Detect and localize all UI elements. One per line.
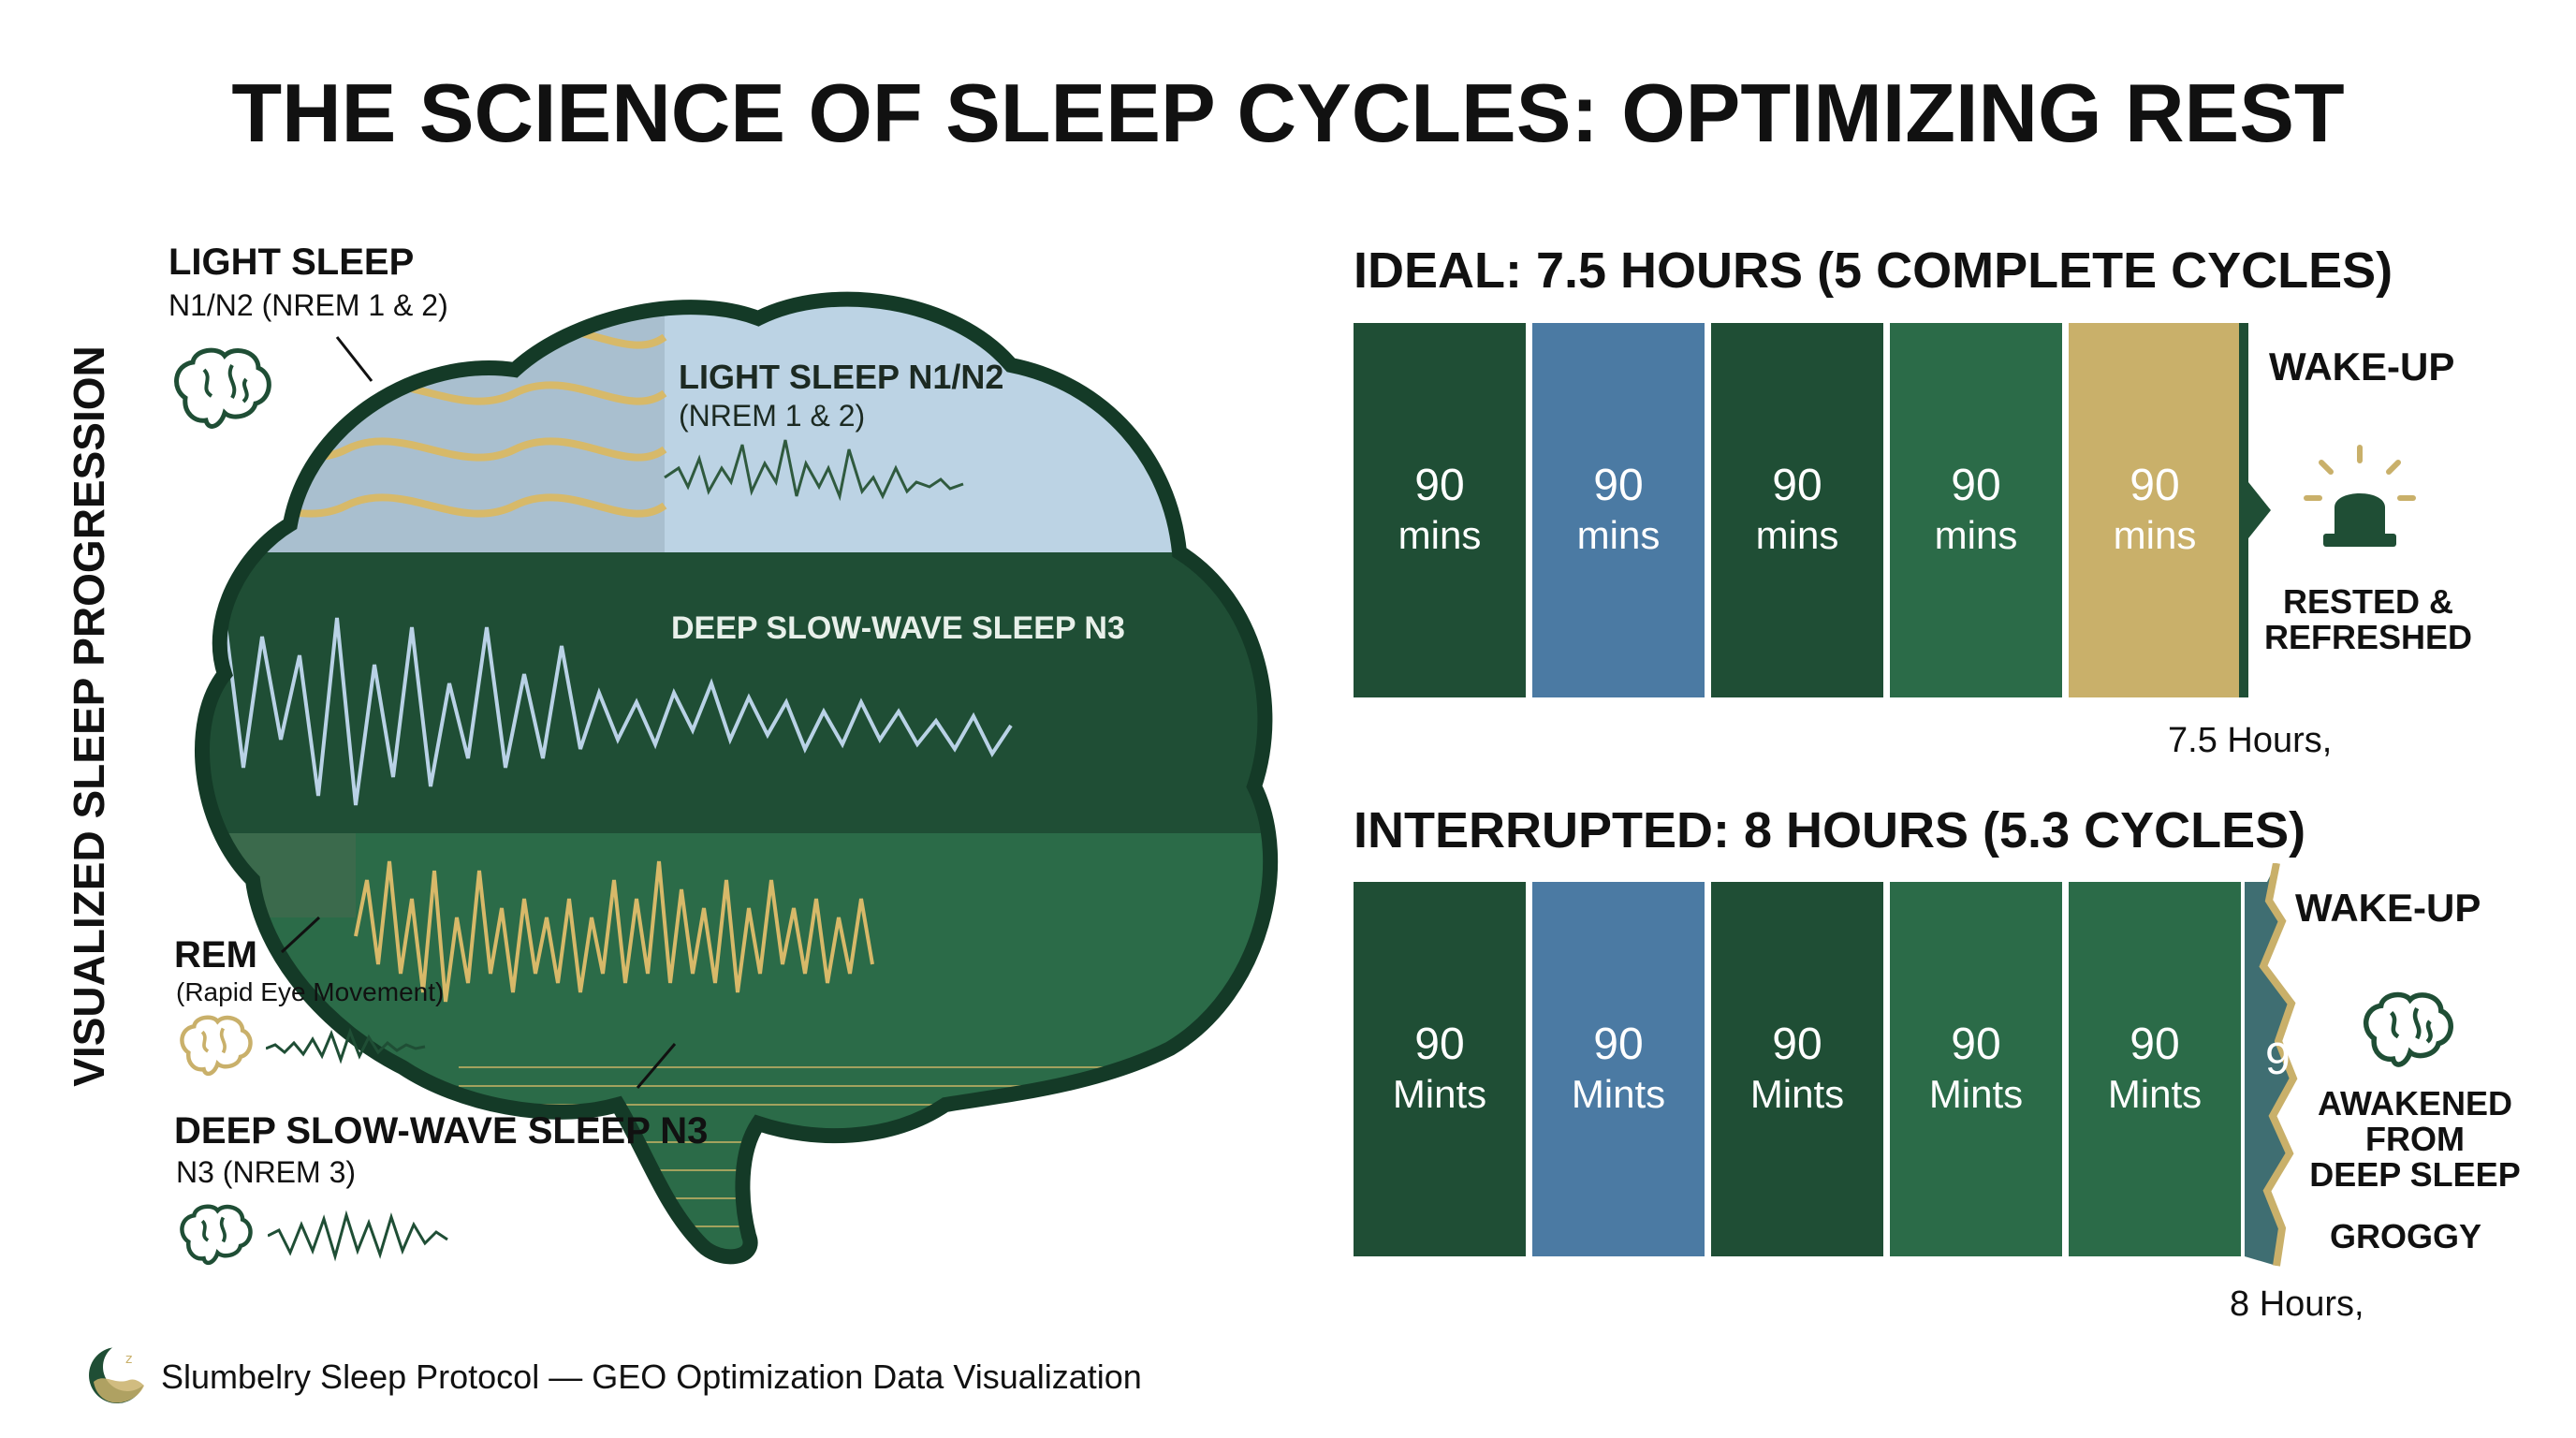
cycle-unit: Mints [1571,1072,1666,1116]
brain-icon [180,1204,253,1266]
ideal-total: 7.5 Hours, [2168,721,2333,760]
cycle-minutes: 90 [1414,461,1465,510]
cycle-bar: 90 Mints [1890,882,2062,1256]
interrupted-title: INTERRUPTED: 8 HOURS (5.3 CYCLES) [1354,802,2306,858]
ideal-cycle-bars: 90 mins 90 mins 90 mins 90 mins 90 mins [1354,323,2252,697]
cycle-minutes: 90 [1772,1020,1822,1069]
deep-sleep-inner-title: DEEP SLOW-WAVE SLEEP N3 [671,610,1125,646]
light-sleep-wave [664,439,964,502]
brain-illustration [195,291,1279,1265]
cycle-unit: mins [1934,513,2018,557]
alarm-light-icon [2304,445,2416,547]
leader-line [280,916,321,954]
cycle-minutes: 90 [1951,1020,2001,1069]
light-sleep-inner-subtitle: (NREM 1 & 2) [679,399,866,433]
cycle-minutes: 90 [1414,1020,1465,1069]
cycle-unit: mins [1755,513,1839,557]
rem-wave [354,860,874,1003]
interrupted-wake-label: WAKE-UP [2295,886,2481,930]
cycle-minutes: 90 [2130,461,2180,510]
ideal-status-line: REFRESHED [2263,618,2473,656]
cycle-bar: 90 mins [2069,323,2241,697]
moon-logo-icon: z [89,1344,148,1403]
leader-line [636,1043,677,1089]
ideal-title: IDEAL: 7.5 HOURS (5 COMPLETE CYCLES) [1354,242,2393,299]
rem-mini-wave [266,1027,426,1064]
legend-light-title: LIGHT SLEEP [168,242,415,283]
cycle-bar: 90 mins [1354,323,1526,697]
brain-icon [174,347,271,429]
light-sleep-inner-title: LIGHT SLEEP N1/N2 [679,358,1004,396]
cycle-unit: Mints [2107,1072,2203,1116]
cycle-bar: 90 mins [1890,323,2062,697]
cycle-minutes: 90 [2130,1020,2180,1069]
legend-rem-subtitle: (Rapid Eye Movement) [176,977,445,1006]
cycle-minutes: 90 [1593,1020,1644,1069]
interrupted-status-line: FROM [2365,1120,2465,1158]
footer-text: Slumbelry Sleep Protocol — GEO Optimizat… [161,1357,1142,1396]
legend-rem-title: REM [174,934,257,976]
brain-icon [180,1015,253,1077]
interrupted-status-line: DEEP SLEEP [2309,1155,2521,1194]
cycle-bar: 90 Mints [1354,882,1526,1256]
cycle-unit: Mints [1928,1072,2024,1116]
cycle-bar: 90 Mints [1532,882,1705,1256]
partial-cycle-number: 9 [2265,1034,2291,1084]
ideal-status: RESTED & REFRESHED [2256,584,2481,655]
svg-text:z: z [125,1352,132,1367]
legend-deep-title: DEEP SLOW-WAVE SLEEP N3 [174,1110,709,1152]
interrupted-groggy: GROGGY [2329,1217,2482,1255]
cycle-unit: Mints [1749,1072,1845,1116]
cycle-unit: mins [1576,513,1661,557]
cycle-unit: Mints [1392,1072,1487,1116]
cycle-bar: 90 Mints [2069,882,2241,1256]
interrupted-status-line: AWAKENED [2317,1084,2513,1123]
brain-icon [2364,991,2453,1067]
deep-mini-wave [268,1210,448,1262]
cycle-unit: mins [2113,513,2197,557]
interrupted-cycle-bars: 90 Mints 90 Mints 90 Mints 90 Mints 90 M… [1354,882,2252,1256]
cycle-bar: 90 mins [1711,323,1883,697]
cycle-minutes: 90 [1772,461,1822,510]
interrupted-status: AWAKENED FROM DEEP SLEEP [2303,1086,2527,1193]
cycle-bar: 90 mins [1532,323,1705,697]
cycle-minutes: 90 [1951,461,2001,510]
jagged-edge [2259,863,2298,1267]
ideal-wake-label: WAKE-UP [2269,345,2455,389]
side-label: VISUALIZED SLEEP PROGRESSION [65,345,113,1087]
legend-light-subtitle: N1/N2 (NREM 1 & 2) [168,288,448,322]
cycle-minutes: 90 [1593,461,1644,510]
deep-sleep-region [201,552,1271,833]
cycle-unit: mins [1398,513,1482,557]
ideal-status-line: RESTED & [2282,582,2454,621]
cycle-bar: 90 Mints [1711,882,1883,1256]
legend-deep-subtitle: N3 (NREM 3) [176,1155,357,1189]
interrupted-total: 8 Hours, [2230,1284,2364,1324]
page-title: THE SCIENCE OF SLEEP CYCLES: OPTIMIZING … [231,66,2345,159]
brain-outline [195,291,1279,1265]
wake-marker [2239,323,2271,697]
deep-sleep-wave [204,617,1013,806]
partial-cycle-bar [2245,863,2298,1267]
leader-line [335,336,373,382]
